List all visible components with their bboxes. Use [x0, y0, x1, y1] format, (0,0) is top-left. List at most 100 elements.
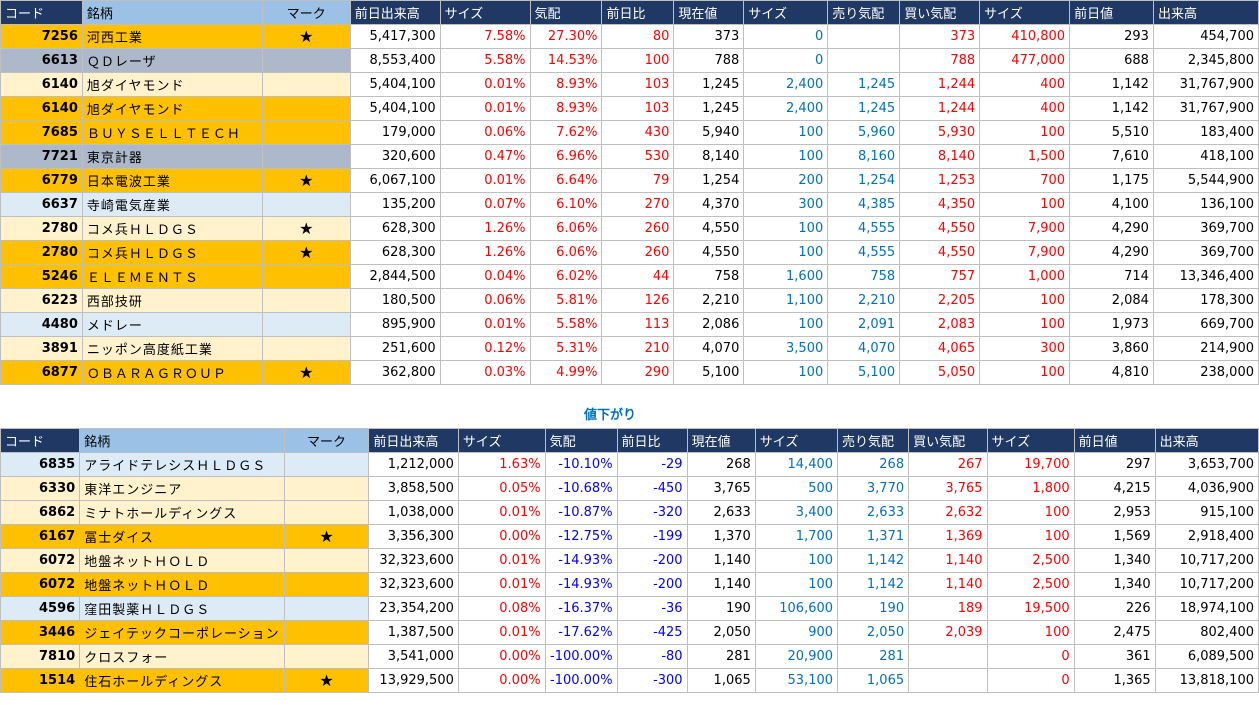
cell-size3[interactable]: 7,900	[979, 216, 1071, 241]
cell-bid[interactable]: 4,065	[899, 336, 981, 361]
cell-quote[interactable]: -10.87%	[544, 500, 618, 525]
cell-bid[interactable]: 757	[899, 264, 981, 289]
cell-name[interactable]: 日本電波工業	[81, 168, 263, 193]
column-header[interactable]: 前日出来高	[349, 0, 441, 25]
cell-prev-price[interactable]: 4,215	[1073, 476, 1156, 501]
cell-size2[interactable]: 100	[743, 360, 829, 385]
cell-size2[interactable]: 100	[754, 548, 839, 573]
cell-change[interactable]: -29	[616, 452, 688, 477]
mark-star-icon[interactable]	[283, 644, 370, 669]
cell-code[interactable]: 7685	[0, 120, 83, 145]
cell-size2[interactable]: 3,500	[743, 336, 829, 361]
cell-size3[interactable]: 700	[979, 168, 1071, 193]
cell-quote[interactable]: -100.00%	[544, 668, 618, 693]
table-row[interactable]: 7810 クロスフォー 3,541,000 0.00% -100.00% -80 281 20…	[0, 644, 1259, 669]
cell-volume[interactable]: 418,100	[1152, 144, 1259, 169]
cell-bid[interactable]: 788	[899, 48, 981, 73]
cell-code[interactable]: 2780	[0, 216, 83, 241]
cell-ask[interactable]: 4,385	[827, 192, 901, 217]
cell-size2[interactable]: 1,100	[743, 288, 829, 313]
cell-change[interactable]: 530	[601, 144, 675, 169]
cell-volume[interactable]: 369,700	[1152, 216, 1259, 241]
cell-price[interactable]: 373	[673, 24, 745, 49]
cell-change[interactable]: 44	[601, 264, 675, 289]
cell-price[interactable]: 281	[686, 644, 756, 669]
cell-size3[interactable]: 100	[979, 360, 1071, 385]
table-row[interactable]: 6072 地盤ネットＨＯＬＤ 32,323,600 0.01% -14.93% -200 1…	[0, 548, 1259, 573]
cell-quote[interactable]: 8.93%	[529, 96, 603, 121]
cell-volume[interactable]: 31,767,900	[1152, 96, 1259, 121]
cell-name[interactable]: 西部技研	[81, 288, 263, 313]
cell-bid[interactable]: 2,632	[908, 500, 988, 525]
cell-price[interactable]: 1,140	[686, 572, 756, 597]
cell-size3[interactable]: 477,000	[979, 48, 1071, 73]
cell-prev-price[interactable]: 5,510	[1069, 120, 1154, 145]
cell-size1[interactable]: 0.06%	[439, 120, 531, 145]
cell-size3[interactable]: 400	[979, 72, 1071, 97]
cell-change[interactable]: -36	[616, 596, 688, 621]
mark-star-icon[interactable]	[283, 620, 370, 645]
cell-bid[interactable]: 1,253	[899, 168, 981, 193]
cell-bid[interactable]: 4,550	[899, 240, 981, 265]
cell-size2[interactable]: 1,700	[754, 524, 839, 549]
mark-star-icon[interactable]	[283, 476, 370, 501]
column-header[interactable]: マーク	[283, 428, 370, 453]
cell-quote[interactable]: 14.53%	[529, 48, 603, 73]
cell-code[interactable]: 6613	[0, 48, 83, 73]
cell-volume[interactable]: 669,700	[1152, 312, 1259, 337]
cell-volume[interactable]: 802,400	[1154, 620, 1259, 645]
cell-size2[interactable]: 2,400	[743, 72, 829, 97]
cell-ask[interactable]: 5,100	[827, 360, 901, 385]
cell-size2[interactable]: 100	[743, 144, 829, 169]
cell-code[interactable]: 6862	[0, 500, 81, 525]
cell-price[interactable]: 1,245	[673, 72, 745, 97]
mark-star-icon[interactable]	[261, 312, 351, 337]
cell-size3[interactable]: 19,700	[986, 452, 1075, 477]
column-header[interactable]: 前日出来高	[368, 428, 459, 453]
cell-change[interactable]: -320	[616, 500, 688, 525]
cell-quote[interactable]: 6.06%	[529, 240, 603, 265]
cell-size3[interactable]: 2,500	[986, 548, 1075, 573]
cell-prev-vol[interactable]: 13,929,500	[368, 668, 459, 693]
cell-size1[interactable]: 0.05%	[457, 476, 546, 501]
cell-price[interactable]: 4,370	[673, 192, 745, 217]
cell-volume[interactable]: 2,918,400	[1154, 524, 1259, 549]
cell-size3[interactable]: 100	[979, 288, 1071, 313]
cell-volume[interactable]: 214,900	[1152, 336, 1259, 361]
mark-star-icon[interactable]	[261, 96, 351, 121]
table-row[interactable]: 4480 メドレー 895,900 0.01% 5.58% 113 2,086 100 2,09…	[0, 312, 1259, 337]
cell-size2[interactable]: 100	[743, 312, 829, 337]
cell-prev-price[interactable]: 2,084	[1069, 288, 1154, 313]
cell-prev-price[interactable]: 226	[1073, 596, 1156, 621]
cell-change[interactable]: 260	[601, 216, 675, 241]
cell-volume[interactable]: 4,036,900	[1154, 476, 1259, 501]
cell-volume[interactable]: 3,653,700	[1154, 452, 1259, 477]
column-header[interactable]: サイズ	[457, 428, 546, 453]
column-header[interactable]: 気配	[544, 428, 618, 453]
cell-size1[interactable]: 0.01%	[457, 572, 546, 597]
cell-ask[interactable]: 2,050	[837, 620, 910, 645]
cell-code[interactable]: 4480	[0, 312, 83, 337]
cell-volume[interactable]: 6,089,500	[1154, 644, 1259, 669]
cell-size1[interactable]: 0.01%	[439, 72, 531, 97]
table-row[interactable]: 4596 窪田製薬ＨＬＤＧＳ 23,354,200 0.08% -16.37% -36 19…	[0, 596, 1259, 621]
cell-size2[interactable]: 20,900	[754, 644, 839, 669]
cell-prev-vol[interactable]: 23,354,200	[368, 596, 459, 621]
cell-prev-price[interactable]: 361	[1073, 644, 1156, 669]
cell-size1[interactable]: 7.58%	[439, 24, 531, 49]
cell-ask[interactable]: 8,160	[827, 144, 901, 169]
cell-size3[interactable]: 2,500	[986, 572, 1075, 597]
cell-price[interactable]: 8,140	[673, 144, 745, 169]
cell-ask[interactable]: 190	[837, 596, 910, 621]
cell-change[interactable]: 430	[601, 120, 675, 145]
cell-prev-price[interactable]: 1,340	[1073, 548, 1156, 573]
cell-prev-price[interactable]: 1,340	[1073, 572, 1156, 597]
cell-quote[interactable]: 8.93%	[529, 72, 603, 97]
cell-price[interactable]: 1,254	[673, 168, 745, 193]
cell-prev-vol[interactable]: 3,858,500	[368, 476, 459, 501]
column-header[interactable]: サイズ	[754, 428, 839, 453]
cell-price[interactable]: 2,210	[673, 288, 745, 313]
mark-star-icon[interactable]	[261, 144, 351, 169]
cell-change[interactable]: 113	[601, 312, 675, 337]
table-row[interactable]: 6779 日本電波工業 ★ 6,067,100 0.01% 6.64% 79 1,254 200…	[0, 168, 1259, 193]
